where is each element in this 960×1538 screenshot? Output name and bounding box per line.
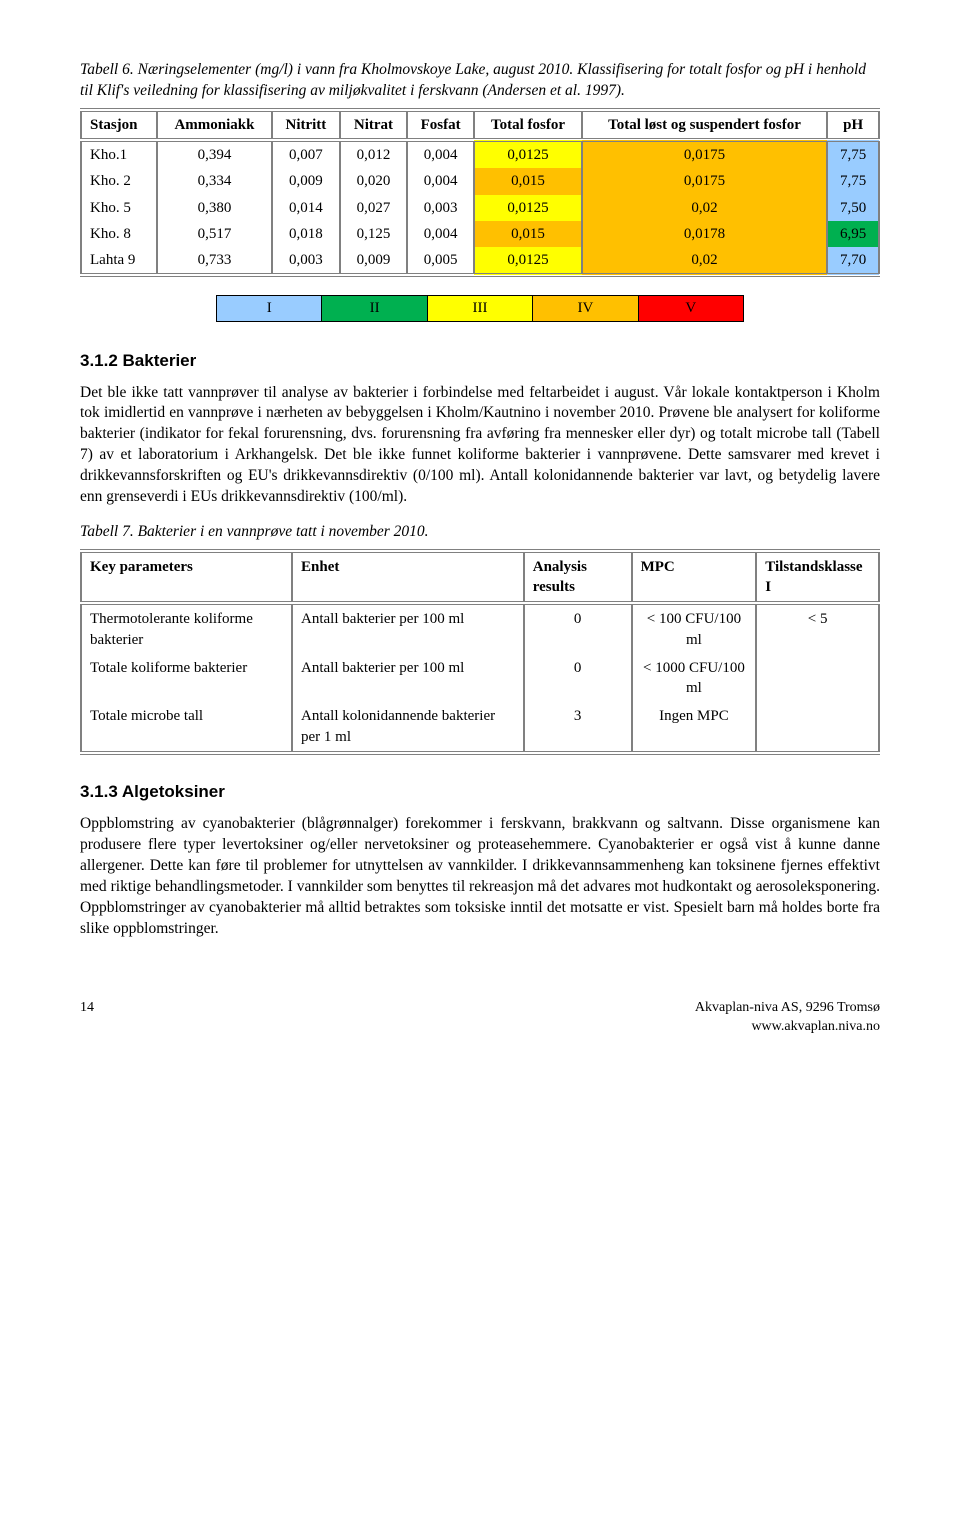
t6-cell: 0,004: [407, 221, 475, 247]
t6-cell: 0,733: [157, 247, 271, 275]
t7-cell: 0: [524, 603, 632, 654]
table6-header-row: Stasjon Ammoniakk Nitritt Nitrat Fosfat …: [81, 110, 879, 140]
t6-cell: 0,334: [157, 168, 271, 194]
table6: Stasjon Ammoniakk Nitritt Nitrat Fosfat …: [80, 108, 880, 278]
t7-cell: < 100 CFU/100 ml: [632, 603, 757, 654]
t7-cell: Totale koliforme bakterier: [81, 654, 292, 703]
class-cell: IV: [533, 296, 638, 321]
footer-org-line1: Akvaplan-niva AS, 9296 Tromsø: [695, 999, 880, 1018]
t6-cell: 0,0125: [474, 247, 581, 275]
t6-cell: 0,517: [157, 221, 271, 247]
t6-cell: 0,014: [272, 195, 341, 221]
t6-h3: Nitrat: [340, 110, 407, 140]
t6-cell: 0,004: [407, 168, 475, 194]
para-alge: Oppblomstring av cyanobakterier (blågrøn…: [80, 814, 880, 940]
table7-header-row: Key parameters Enhet Analysis results MP…: [81, 551, 879, 604]
t6-cell: Lahta 9: [81, 247, 157, 275]
table-row: Kho. 20,3340,0090,0200,0040,0150,01757,7…: [81, 168, 879, 194]
t6-h4: Fosfat: [407, 110, 475, 140]
t6-cell: 0,020: [340, 168, 407, 194]
t6-cell: 0,0175: [582, 168, 828, 194]
t7-cell: 3: [524, 702, 632, 753]
t6-cell: 0,125: [340, 221, 407, 247]
t7-h2: Analysis results: [524, 551, 632, 604]
t6-cell: 0,02: [582, 195, 828, 221]
t7-h0: Key parameters: [81, 551, 292, 604]
t6-cell: Kho.1: [81, 140, 157, 168]
t6-cell: 0,02: [582, 247, 828, 275]
t6-cell: 0,007: [272, 140, 341, 168]
t7-h3: MPC: [632, 551, 757, 604]
t7-cell: [756, 702, 879, 753]
t6-h7: pH: [827, 110, 879, 140]
table6-caption: Tabell 6. Næringselementer (mg/l) i vann…: [80, 60, 880, 102]
t7-cell: Totale microbe tall: [81, 702, 292, 753]
heading-alge: 3.1.3 Algetoksiner: [80, 781, 880, 804]
t7-cell: [756, 654, 879, 703]
table-row: Totale microbe tallAntall kolonidannende…: [81, 702, 879, 753]
t6-cell: 0,027: [340, 195, 407, 221]
t6-h6: Total løst og suspendert fosfor: [582, 110, 828, 140]
table-row: Thermotolerante koliforme bakterierAntal…: [81, 603, 879, 654]
table-row: Lahta 90,7330,0030,0090,0050,01250,027,7…: [81, 247, 879, 275]
t6-cell: 0,380: [157, 195, 271, 221]
t6-cell: 0,0125: [474, 140, 581, 168]
t6-cell: 0,004: [407, 140, 475, 168]
page-footer: 14 Akvaplan-niva AS, 9296 Tromsø www.akv…: [80, 999, 880, 1037]
table-row: Kho. 50,3800,0140,0270,0030,01250,027,50: [81, 195, 879, 221]
class-cell: V: [638, 296, 743, 321]
class-cell: II: [322, 296, 427, 321]
footer-page-number: 14: [80, 999, 94, 1037]
t6-cell: 0,015: [474, 168, 581, 194]
footer-org-line2: www.akvaplan.niva.no: [695, 1018, 880, 1037]
class-cell: I: [217, 296, 322, 321]
t6-cell: 6,95: [827, 221, 879, 247]
t7-cell: < 5: [756, 603, 879, 654]
t7-cell: Antall kolonidannende bakterier per 1 ml: [292, 702, 524, 753]
table7-caption: Tabell 7. Bakterier i en vannprøve tatt …: [80, 522, 880, 543]
t6-h2: Nitritt: [272, 110, 341, 140]
t6-cell: 0,012: [340, 140, 407, 168]
t6-cell: 0,009: [340, 247, 407, 275]
class-cell: III: [427, 296, 532, 321]
t6-cell: 0,009: [272, 168, 341, 194]
t6-h1: Ammoniakk: [157, 110, 271, 140]
t7-cell: Thermotolerante koliforme bakterier: [81, 603, 292, 654]
t6-cell: 0,0175: [582, 140, 828, 168]
classification-strip: IIIIIIIVV: [216, 295, 744, 321]
t7-cell: < 1000 CFU/100 ml: [632, 654, 757, 703]
t7-cell: 0: [524, 654, 632, 703]
t6-cell: 0,005: [407, 247, 475, 275]
t6-cell: 7,75: [827, 168, 879, 194]
table7: Key parameters Enhet Analysis results MP…: [80, 549, 880, 755]
t6-cell: 7,70: [827, 247, 879, 275]
t7-h1: Enhet: [292, 551, 524, 604]
t6-cell: 7,75: [827, 140, 879, 168]
t7-h4: Tilstandsklasse I: [756, 551, 879, 604]
t6-cell: Kho. 2: [81, 168, 157, 194]
table-row: Kho.10,3940,0070,0120,0040,01250,01757,7…: [81, 140, 879, 168]
para-bakterier: Det ble ikke tatt vannprøver til analyse…: [80, 383, 880, 509]
t6-cell: Kho. 5: [81, 195, 157, 221]
t6-h0: Stasjon: [81, 110, 157, 140]
t6-cell: 0,0125: [474, 195, 581, 221]
t7-cell: Antall bakterier per 100 ml: [292, 603, 524, 654]
t6-h5: Total fosfor: [474, 110, 581, 140]
t7-cell: Ingen MPC: [632, 702, 757, 753]
table-row: Kho. 80,5170,0180,1250,0040,0150,01786,9…: [81, 221, 879, 247]
t6-cell: 0,394: [157, 140, 271, 168]
t6-cell: 0,003: [272, 247, 341, 275]
t6-cell: 0,015: [474, 221, 581, 247]
heading-bakterier: 3.1.2 Bakterier: [80, 350, 880, 373]
t6-cell: 0,0178: [582, 221, 828, 247]
t6-cell: 0,003: [407, 195, 475, 221]
table-row: Totale koliforme bakterierAntall bakteri…: [81, 654, 879, 703]
t7-cell: Antall bakterier per 100 ml: [292, 654, 524, 703]
t6-cell: 0,018: [272, 221, 341, 247]
t6-cell: 7,50: [827, 195, 879, 221]
t6-cell: Kho. 8: [81, 221, 157, 247]
